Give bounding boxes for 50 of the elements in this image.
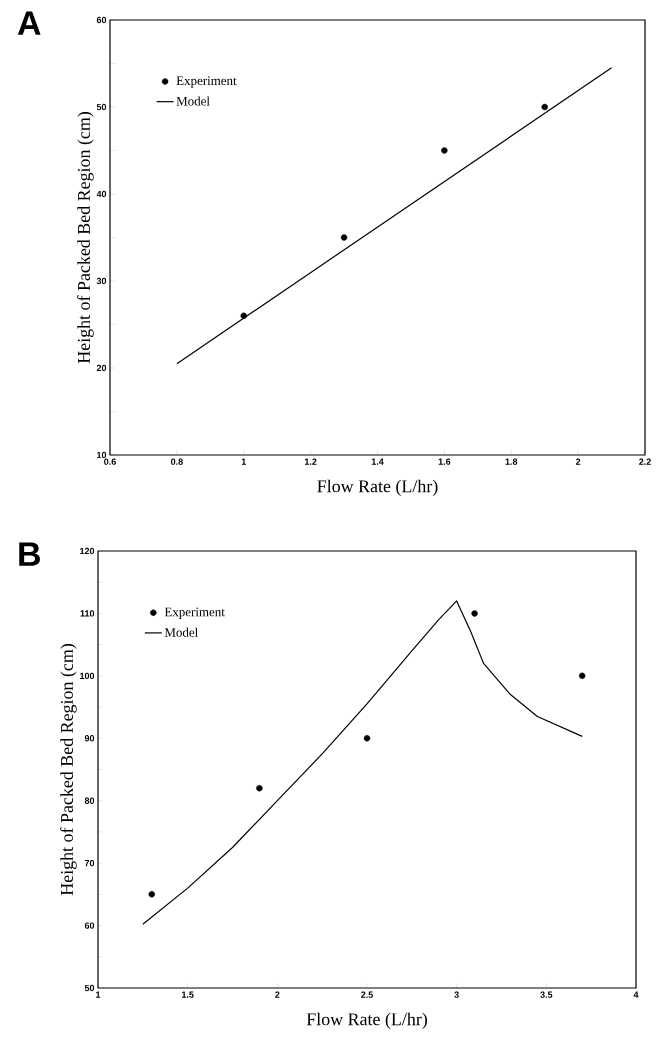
- y-tick-label: 70: [84, 859, 95, 867]
- x-tick-label: 0.6: [104, 458, 116, 465]
- x-tick-label: 1: [96, 991, 101, 998]
- chart-title: B: [19, 542, 40, 566]
- point: [441, 147, 448, 154]
- y-tick-label: 40: [96, 190, 107, 198]
- point: [148, 891, 155, 898]
- x-tick-label: 1.4: [371, 458, 384, 465]
- x-tick-label: 2: [575, 458, 581, 465]
- x-tick-label: 1.5: [182, 991, 194, 998]
- legend-label: Model: [176, 96, 210, 106]
- y-tick-label: 10: [97, 451, 107, 459]
- x-tick-label: 0.8: [171, 458, 183, 465]
- y-tick-label: 90: [84, 735, 95, 742]
- x-tick-label: 2.2: [639, 458, 651, 465]
- y-tick-label: 120: [80, 547, 95, 555]
- legend-label: Experiment: [164, 607, 225, 619]
- y-tick-label: 60: [96, 16, 107, 24]
- x-axis-title: Flow Rate (L/hr): [306, 1012, 427, 1029]
- x-tick-label: 2.5: [361, 991, 373, 998]
- y-axis-title: Height of Packed Bed Region (cm): [77, 112, 94, 364]
- x-tick-label: 3: [454, 991, 459, 998]
- point: [541, 103, 548, 111]
- point: [471, 610, 478, 617]
- x-tick-label: 1.6: [438, 458, 451, 465]
- x-tick-label: 4: [633, 991, 639, 998]
- x-tick-label: 1.8: [505, 458, 518, 465]
- legend-label: Model: [164, 627, 198, 637]
- x-tick-label: 1: [241, 458, 246, 465]
- point: [256, 785, 263, 792]
- y-tick-label: 60: [84, 922, 95, 929]
- y-tick-label: 50: [96, 103, 107, 111]
- point: [363, 735, 371, 742]
- y-tick-label: 80: [84, 797, 95, 804]
- x-tick-label: 2: [275, 991, 280, 998]
- line-series: [142, 600, 583, 925]
- point: [240, 312, 247, 319]
- x-tick-label: 1.2: [304, 458, 317, 465]
- chart-title: A: [17, 11, 41, 35]
- point: [579, 672, 586, 680]
- x-axis-title: Flow Rate (L/hr): [317, 479, 438, 496]
- x-tick-label: 3.5: [540, 991, 553, 998]
- y-axis-title: Height of Packed Bed Region (cm): [60, 644, 77, 896]
- y-tick-label: 100: [80, 672, 95, 680]
- y-tick-label: 30: [96, 277, 107, 285]
- legend-label: Experiment: [176, 76, 237, 88]
- y-tick-label: 50: [84, 984, 95, 992]
- y-tick-label: 110: [80, 610, 95, 617]
- point: [340, 234, 348, 241]
- y-tick-label: 20: [96, 364, 107, 372]
